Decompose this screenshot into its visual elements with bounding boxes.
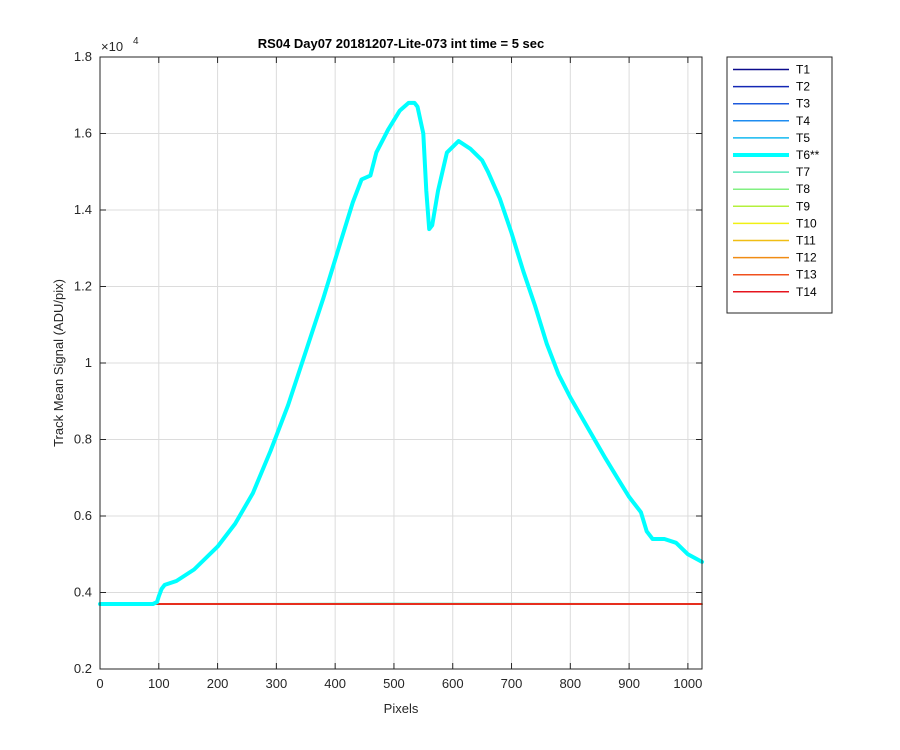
legend-label-t4: T4 bbox=[796, 114, 810, 128]
y-axis-label: Track Mean Signal (ADU/pix) bbox=[51, 279, 66, 447]
y-tick-label: 1.4 bbox=[74, 202, 92, 217]
y-tick-label: 0.4 bbox=[74, 585, 92, 600]
y-tick-label: 1.6 bbox=[74, 126, 92, 141]
legend-label-t11: T11 bbox=[796, 234, 816, 248]
y-tick-label: 1.2 bbox=[74, 279, 92, 294]
legend-label-t10: T10 bbox=[796, 216, 817, 230]
x-tick-label: 300 bbox=[266, 676, 288, 691]
y-tick-label: 0.6 bbox=[74, 508, 92, 523]
legend-box bbox=[726, 56, 833, 314]
y-tick-label: 1 bbox=[85, 355, 92, 370]
legend-label-t7: T7 bbox=[796, 165, 810, 179]
legend-label-t3: T3 bbox=[796, 97, 810, 111]
legend-label-t14: T14 bbox=[796, 285, 817, 299]
x-tick-label: 600 bbox=[442, 676, 464, 691]
legend-label-t6: T6** bbox=[796, 148, 820, 162]
ticks: 0 100 200 300 400 500 600 700 800 900 1000 0.2 0.4 0.… bbox=[74, 49, 702, 691]
x-tick-label: 700 bbox=[501, 676, 523, 691]
x-tick-label: 400 bbox=[324, 676, 346, 691]
legend-label-t9: T9 bbox=[796, 199, 810, 213]
legend-label-t13: T13 bbox=[796, 268, 817, 282]
legend-label-t1: T1 bbox=[796, 63, 810, 77]
legend-label-t2: T2 bbox=[796, 80, 810, 94]
y-tick-label: 0.8 bbox=[74, 432, 92, 447]
legend-items: T1 T2 T3 T4 T5 T6** T7 T8 T9 T10 T11 T12 T13 T14 bbox=[733, 63, 820, 299]
x-tick-label: 100 bbox=[148, 676, 170, 691]
legend-label-t12: T12 bbox=[796, 251, 817, 265]
legend-label-t5: T5 bbox=[796, 131, 810, 145]
chart-title: RS04 Day07 20181207-Lite-073 int time = … bbox=[258, 36, 545, 51]
series-lines bbox=[98, 100, 704, 606]
y-tick-label: 1.8 bbox=[74, 49, 92, 64]
x-tick-label: 500 bbox=[383, 676, 405, 691]
x-tick-label: 800 bbox=[559, 676, 581, 691]
x-axis-label: Pixels bbox=[384, 701, 419, 716]
y-tick-label: 0.2 bbox=[74, 661, 92, 676]
x-tick-label: 0 bbox=[96, 676, 103, 691]
x-tick-label: 1000 bbox=[673, 676, 702, 691]
y-exponent-base: ×10 bbox=[101, 39, 123, 54]
series-line-t6 bbox=[98, 100, 704, 606]
legend-label-t8: T8 bbox=[796, 182, 810, 196]
x-tick-label: 200 bbox=[207, 676, 229, 691]
legend[interactable]: T1 T2 T3 T4 T5 T6** T7 T8 T9 T10 T11 T12 T13 T14 bbox=[726, 56, 833, 314]
y-exponent-power: 4 bbox=[133, 36, 139, 47]
x-tick-label: 900 bbox=[618, 676, 640, 691]
